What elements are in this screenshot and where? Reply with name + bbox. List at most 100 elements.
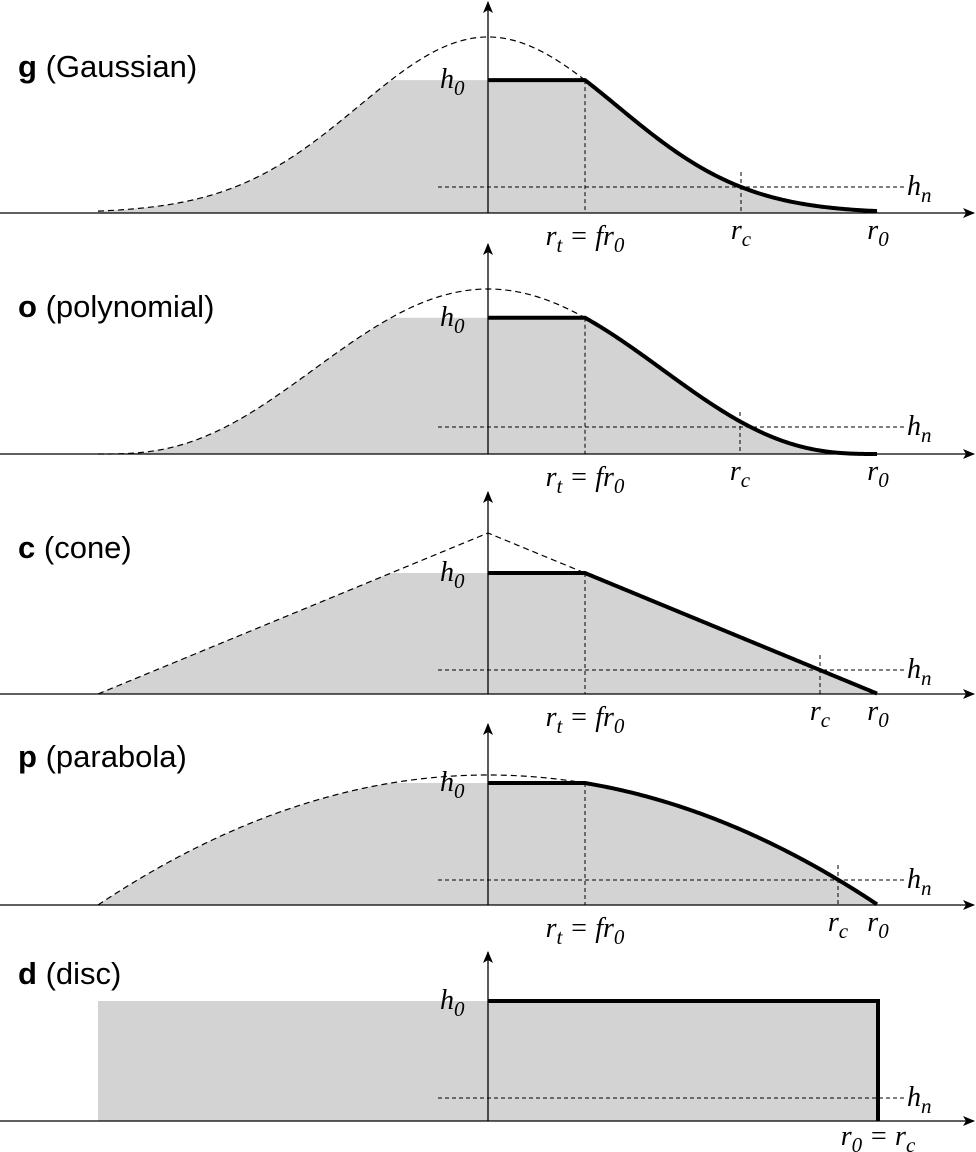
rt-label-part: = — [562, 462, 595, 493]
hn-label-part: n — [921, 183, 932, 207]
panel-name: (parabola) — [46, 739, 187, 774]
r0-label-part: 0 — [878, 227, 889, 251]
rc-label: rc — [810, 696, 831, 732]
hn-label-part: h — [907, 864, 921, 895]
rc-label: rc — [730, 456, 751, 492]
panel-space — [35, 530, 44, 565]
hn-label-part: n — [921, 1094, 932, 1118]
hn-label-part: n — [921, 666, 932, 690]
panel-space — [37, 956, 46, 991]
rt-label-part: 0 — [614, 474, 625, 498]
r0-label-part: 0 — [852, 1133, 863, 1152]
full-profile — [97, 36, 585, 212]
rt-label-part: fr — [595, 913, 614, 944]
panel-name: (disc) — [46, 956, 122, 991]
rc-label-part: r — [810, 696, 821, 727]
rc-label-part: r — [731, 215, 742, 246]
hn-label-part: n — [921, 876, 932, 900]
rc-label-part: c — [839, 919, 849, 943]
rt-label-part: fr — [595, 702, 614, 733]
r0-label-part: = — [862, 1121, 895, 1152]
rc-label-part: c — [741, 468, 751, 492]
h0-label-part: 0 — [454, 76, 465, 100]
rt-label-part: r — [546, 462, 557, 493]
rt-label-part: r — [546, 702, 557, 733]
rt-label-part: = — [562, 702, 595, 733]
h0-label: h0 — [440, 64, 465, 100]
panel-title: p (parabola) — [18, 739, 187, 774]
panel-space — [37, 289, 46, 324]
h0-label-part: 0 — [454, 569, 465, 593]
panel-title: o (polynomial) — [18, 289, 214, 324]
r0-label-part: 0 — [878, 468, 889, 492]
h0-label-part: h — [440, 302, 454, 333]
h0-label-part: 0 — [454, 779, 465, 803]
profile-line — [488, 78, 878, 214]
r0-label: r0 — [867, 215, 889, 251]
h0-label-part: h — [440, 985, 454, 1016]
h0-label-part: h — [440, 767, 454, 798]
rt-label-part: fr — [595, 462, 614, 493]
full-profile — [97, 532, 585, 695]
r0-label-part: 0 — [878, 919, 889, 943]
rc-label-part: r — [730, 456, 741, 487]
rt-label-part: t — [556, 474, 563, 498]
r0-label-part: r — [867, 456, 878, 487]
hn-label: hn — [907, 1082, 932, 1118]
rt-label: rt = fr0 — [546, 221, 625, 257]
hn-label-part: h — [907, 1082, 921, 1113]
rt-label-part: = — [562, 221, 595, 252]
r0-label: r0 — [867, 696, 889, 732]
panel-letter: d — [18, 956, 37, 991]
panel-name: (polynomial) — [46, 289, 215, 324]
h0-label: h0 — [440, 985, 465, 1021]
panel-letter: p — [18, 739, 37, 774]
h0-label-part: h — [440, 557, 454, 588]
hn-label-part: h — [907, 654, 921, 685]
r0-label-part: r — [895, 1121, 906, 1152]
h0-label-part: 0 — [454, 997, 465, 1021]
panel-title: d (disc) — [18, 956, 121, 991]
rt-label-part: 0 — [614, 714, 625, 738]
panel-letter: c — [18, 530, 35, 565]
rt-label-part: r — [546, 221, 557, 252]
panel-space — [37, 739, 46, 774]
r0-label-part: r — [867, 215, 878, 246]
r0-label-part: c — [906, 1133, 916, 1152]
panel-name: (Gaussian) — [46, 49, 198, 84]
hn-label-part: n — [921, 423, 932, 447]
profile-line — [488, 781, 879, 907]
profile-line — [488, 315, 878, 456]
hn-label-part: h — [907, 411, 921, 442]
rt-label: rt = fr0 — [546, 462, 625, 498]
h0-label: h0 — [440, 302, 465, 338]
rc-label-part: c — [742, 227, 752, 251]
rt-label-part: t — [556, 925, 563, 949]
rt-label-part: fr — [595, 221, 614, 252]
r0-label-part: r — [867, 907, 878, 938]
r0-label: r0 — [867, 456, 889, 492]
rc-label: rc — [828, 907, 849, 943]
r0-label-part: r — [841, 1121, 852, 1152]
h0-label: h0 — [440, 767, 465, 803]
rc-label-part: r — [828, 907, 839, 938]
panel-letter: o — [18, 289, 37, 324]
panel-name: (cone) — [44, 530, 132, 565]
hn-label: hn — [907, 654, 932, 690]
hn-label: hn — [907, 864, 932, 900]
panel-title: g (Gaussian) — [18, 49, 197, 84]
panel-space — [37, 49, 46, 84]
rt-label-part: 0 — [614, 925, 625, 949]
r0-label: r0 — [867, 907, 889, 943]
r0-label-part: r — [867, 696, 878, 727]
full-profile — [98, 288, 585, 455]
hn-label: hn — [907, 411, 932, 447]
rt-label-part: r — [546, 913, 557, 944]
h0-label-part: 0 — [454, 314, 465, 338]
rt-label-part: 0 — [614, 233, 625, 257]
panel-title: c (cone) — [18, 530, 132, 565]
rt-label: rt = fr0 — [546, 913, 625, 949]
rt-label-part: t — [556, 233, 563, 257]
rc-label: rc — [731, 215, 752, 251]
